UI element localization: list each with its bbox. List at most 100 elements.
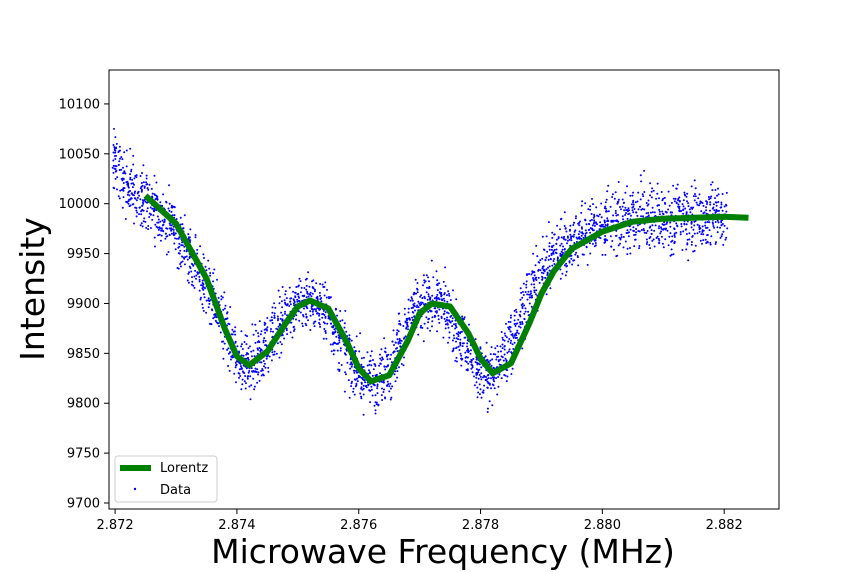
data-point <box>119 157 121 160</box>
data-point <box>168 209 171 212</box>
data-point <box>602 225 605 228</box>
data-point <box>480 372 483 375</box>
data-point <box>188 236 191 239</box>
data-point <box>420 294 423 297</box>
data-point <box>193 275 196 278</box>
data-point <box>117 163 120 166</box>
data-point <box>260 330 263 333</box>
data-point <box>262 360 265 362</box>
data-point <box>376 383 379 386</box>
data-point <box>174 237 177 240</box>
data-point <box>461 330 463 333</box>
data-point <box>438 321 441 324</box>
data-point <box>461 345 464 348</box>
data-point <box>263 323 266 326</box>
data-point <box>337 336 340 339</box>
data-point <box>147 228 150 231</box>
data-point <box>517 332 520 335</box>
data-point <box>181 223 184 226</box>
data-point <box>455 340 457 343</box>
data-point <box>209 272 212 274</box>
data-point <box>650 229 653 232</box>
data-point <box>389 382 392 385</box>
data-point <box>144 220 147 223</box>
data-point <box>298 300 301 303</box>
data-point <box>182 227 185 230</box>
data-point <box>690 243 693 246</box>
data-point <box>570 257 573 260</box>
data-point <box>610 219 613 222</box>
data-point <box>194 234 197 236</box>
data-point <box>121 158 124 161</box>
data-point <box>398 366 400 369</box>
data-point <box>164 232 167 235</box>
data-point <box>239 362 242 365</box>
data-point <box>626 247 629 250</box>
data-point <box>207 299 210 302</box>
data-point <box>205 311 208 314</box>
data-point <box>273 312 276 315</box>
data-point <box>507 350 510 353</box>
data-point <box>431 294 434 297</box>
data-point <box>296 300 299 303</box>
data-point <box>713 209 716 212</box>
data-point <box>518 325 520 328</box>
data-point <box>120 188 123 191</box>
data-point <box>259 361 262 364</box>
data-point <box>427 293 430 296</box>
data-point <box>570 239 573 242</box>
data-point <box>129 147 132 150</box>
data-point <box>647 211 650 214</box>
data-point <box>181 260 184 263</box>
data-point <box>348 338 351 341</box>
data-point <box>420 303 423 306</box>
data-point <box>473 384 476 387</box>
data-point <box>581 227 583 230</box>
data-point <box>495 358 498 361</box>
data-point <box>407 311 410 314</box>
data-point <box>663 201 666 204</box>
data-point <box>256 381 259 384</box>
data-point <box>380 380 383 383</box>
data-point <box>665 211 668 214</box>
data-point <box>449 321 452 324</box>
data-point <box>132 163 135 166</box>
data-point <box>398 337 401 340</box>
data-point <box>151 207 154 210</box>
data-point <box>491 358 494 361</box>
data-point <box>324 311 327 314</box>
y-tick-label: 10000 <box>59 197 100 212</box>
data-point <box>370 388 373 391</box>
data-point <box>596 223 599 226</box>
y-tick-label: 9700 <box>67 497 100 512</box>
data-point <box>207 306 210 309</box>
data-point <box>559 277 562 280</box>
data-point <box>447 290 450 293</box>
data-point <box>710 183 712 186</box>
data-point <box>699 200 702 203</box>
data-point <box>709 243 712 246</box>
data-point <box>687 259 690 262</box>
data-point <box>267 366 270 369</box>
data-point <box>605 207 607 210</box>
data-point <box>629 252 632 255</box>
data-point <box>460 354 463 357</box>
data-point <box>327 317 330 320</box>
data-point <box>332 331 334 334</box>
data-point <box>496 345 499 347</box>
data-point <box>451 339 454 342</box>
data-point <box>617 181 620 183</box>
data-point <box>396 347 398 349</box>
data-point <box>621 215 624 218</box>
data-point <box>488 400 491 403</box>
plot-area <box>111 127 749 416</box>
data-point <box>629 194 632 197</box>
data-point <box>459 352 462 355</box>
data-point <box>533 274 536 277</box>
data-point <box>132 194 134 196</box>
data-point <box>720 206 723 209</box>
data-point <box>591 242 594 245</box>
legend: Lorentz Data <box>114 455 218 503</box>
data-point <box>581 200 584 203</box>
data-point <box>667 208 670 211</box>
